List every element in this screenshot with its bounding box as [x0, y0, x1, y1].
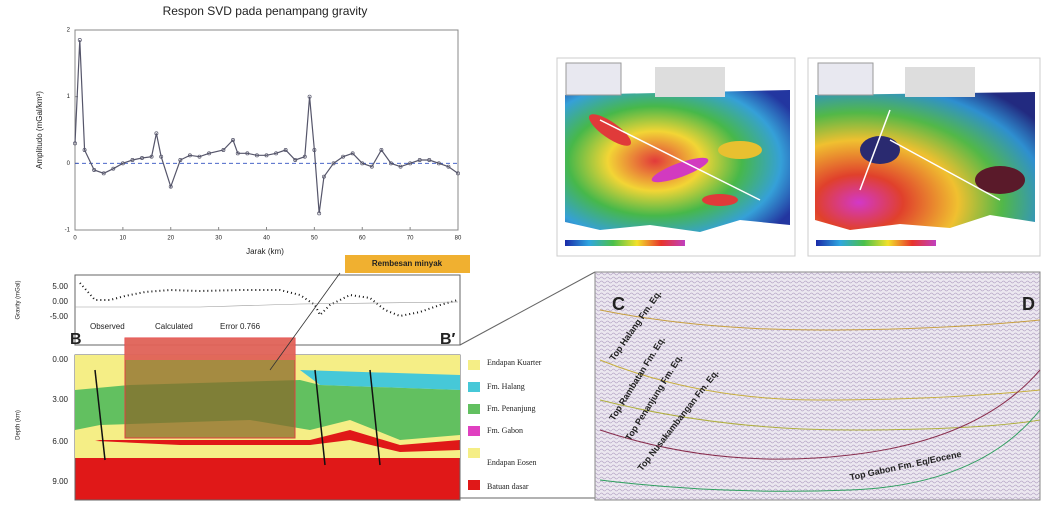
x-tick-label: 20: [167, 236, 174, 242]
layer-legend: Endapan Kuarter Fm. Halang Fm. Penanjung…: [468, 358, 542, 491]
x-axis-label: Jarak (km): [246, 247, 284, 256]
legend-entry: Endapan Eosen: [487, 458, 537, 467]
legend-entry: Calculated: [155, 322, 193, 331]
chart-title: Respon SVD pada penampang gravity: [163, 4, 368, 18]
x-tick-label: 80: [455, 236, 462, 242]
section-start: C: [612, 294, 625, 314]
data-line: [75, 40, 458, 213]
legend-entry: Observed: [90, 322, 125, 331]
seismic-section: C D Top Halang Fm. Eq. Top Rambatan Fm. …: [460, 272, 1040, 500]
gravity-panel: 5.00 0.00 -5.00 Gravity (mGal) Observed …: [16, 275, 460, 345]
axis-label: Gravity (mGal): [16, 280, 22, 319]
figure: Respon SVD pada penampang gravity Jarak …: [0, 0, 1043, 504]
legend-entry: Fm. Gabon: [487, 426, 523, 435]
y-axis-label: Amplitudo (mGal/km²): [35, 91, 44, 169]
axis-label: Depth (km): [16, 410, 22, 440]
x-tick-label: 10: [120, 236, 127, 242]
tick-label: 3.00: [52, 395, 68, 404]
x-tick-label: 60: [359, 236, 366, 242]
y-tick-label: 1: [67, 94, 71, 100]
section-start: B: [70, 331, 82, 348]
legend-entry: Fm. Halang: [487, 382, 525, 391]
plot-frame: [75, 30, 458, 230]
y-tick-label: 0: [67, 161, 71, 167]
x-tick-label: 70: [407, 236, 414, 242]
x-tick-label: 0: [73, 236, 77, 242]
section-end: D: [1022, 294, 1035, 314]
legend-entry: Batuan dasar: [487, 482, 529, 491]
tick-label: 0.00: [52, 297, 68, 306]
legend-entry: Error 0.766: [220, 322, 261, 331]
tick-label: 0.00: [52, 355, 68, 364]
x-tick-label: 50: [311, 236, 318, 242]
annotation: Rembesan minyak: [372, 259, 443, 268]
y-tick-label: -1: [65, 228, 71, 234]
section-end: B′: [440, 331, 456, 348]
x-tick-label: 30: [215, 236, 222, 242]
tick-label: 5.00: [52, 282, 68, 291]
tick-label: 6.00: [52, 437, 68, 446]
y-tick-label: 2: [67, 28, 71, 34]
map-right: [808, 58, 1040, 256]
map-left: [557, 58, 795, 256]
legend-entry: Fm. Penanjung: [487, 404, 535, 413]
tick-label: 9.00: [52, 477, 68, 486]
legend-entry: Endapan Kuarter: [487, 358, 542, 367]
tick-label: -5.00: [50, 312, 69, 321]
x-tick-label: 40: [263, 236, 270, 242]
